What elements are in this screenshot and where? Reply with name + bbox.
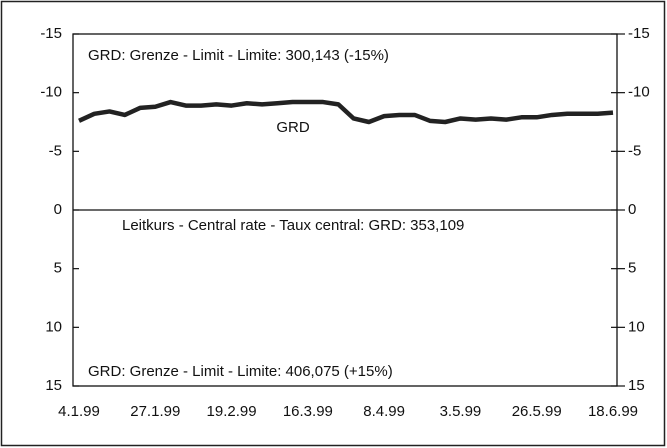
y2-tick-label: -15 xyxy=(628,25,650,42)
y2-tick-label: 15 xyxy=(628,377,645,394)
annotation: GRD: Grenze - Limit - Limite: 406,075 (+… xyxy=(88,363,393,380)
x-tick-label: 8.4.99 xyxy=(363,403,405,420)
x-tick-label: 3.5.99 xyxy=(440,403,482,420)
x-tick-label: 19.2.99 xyxy=(207,403,257,420)
annotation: GRD: Grenze - Limit - Limite: 300,143 (-… xyxy=(88,47,389,64)
x-tick-label: 18.6.99 xyxy=(588,403,638,420)
y2-tick-label: 10 xyxy=(628,318,645,335)
x-tick-label: 26.5.99 xyxy=(512,403,562,420)
y2-tick-label: -5 xyxy=(628,142,641,159)
annotation: Leitkurs - Central rate - Taux central: … xyxy=(122,217,464,234)
y-tick-label: 0 xyxy=(54,201,62,218)
y-tick-label: -5 xyxy=(49,142,62,159)
y2-tick-label: 5 xyxy=(628,260,636,277)
x-tick-label: 27.1.99 xyxy=(130,403,180,420)
data-line xyxy=(78,99,614,125)
y-tick-label: 15 xyxy=(45,377,62,394)
y2-tick-label: -10 xyxy=(628,84,650,101)
y-tick-label: -10 xyxy=(40,84,62,101)
series-label: GRD xyxy=(276,119,310,136)
y2-tick-label: 0 xyxy=(628,201,636,218)
y-tick-label: -15 xyxy=(40,25,62,42)
y-tick-label: 10 xyxy=(45,318,62,335)
y-tick-label: 5 xyxy=(54,260,62,277)
x-tick-label: 4.1.99 xyxy=(58,403,100,420)
x-tick-label: 16.3.99 xyxy=(283,403,333,420)
